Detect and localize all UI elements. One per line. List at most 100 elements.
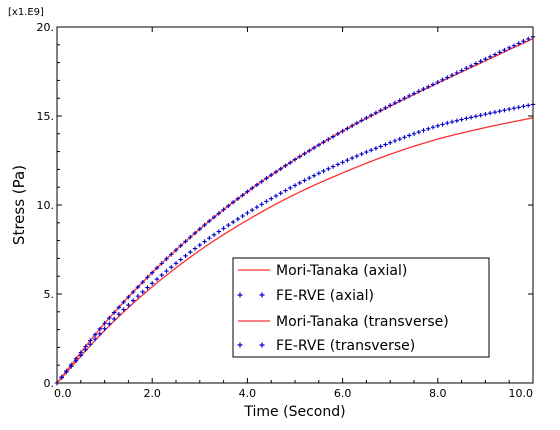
data-point-marker [249, 186, 255, 191]
series-layer [54, 34, 536, 386]
data-point-marker [159, 261, 164, 266]
data-point-marker [307, 175, 312, 181]
data-point-marker [445, 75, 450, 80]
data-point-marker [150, 270, 155, 275]
plot-frame [56, 26, 534, 384]
data-point-marker [416, 129, 421, 135]
data-point-marker [316, 171, 321, 176]
data-point-marker [311, 145, 317, 151]
data-point-marker [373, 110, 379, 115]
data-point-marker [278, 166, 283, 171]
data-point-marker [264, 199, 269, 204]
data-point-marker [335, 162, 341, 167]
data-point-marker [449, 119, 455, 125]
data-point-marker [145, 275, 150, 280]
data-point-marker [516, 105, 521, 110]
data-point-marker [88, 342, 93, 347]
y-tick-label: 5. [44, 288, 55, 301]
data-point-marker [435, 123, 440, 128]
data-point-marker [511, 43, 517, 48]
legend-marker-sample [259, 342, 265, 348]
data-point-marker [459, 117, 464, 122]
data-point-marker [259, 179, 264, 184]
data-point-marker [83, 347, 88, 352]
data-point-marker [497, 50, 502, 55]
data-point-marker [492, 109, 498, 115]
data-point-marker [521, 39, 526, 44]
data-point-marker [402, 95, 407, 101]
data-point-marker [92, 336, 98, 342]
data-point-marker [478, 113, 483, 118]
data-point-marker [435, 79, 440, 85]
data-point-marker [154, 265, 160, 271]
data-point-marker [421, 86, 426, 92]
legend-marker-sample [237, 292, 243, 298]
data-point-marker [326, 166, 331, 172]
data-point-marker [211, 214, 217, 220]
data-point-marker [359, 151, 364, 157]
data-point-marker [326, 137, 331, 142]
data-point-marker [359, 118, 364, 123]
data-point-marker [130, 298, 136, 303]
data-point-marker [164, 256, 169, 262]
data-point-marker [192, 230, 198, 236]
data-point-marker [264, 176, 269, 181]
data-point-marker [411, 91, 417, 96]
data-point-marker [240, 213, 245, 219]
data-point-marker [440, 122, 445, 127]
data-point-marker [126, 302, 131, 308]
axes-layer: 0.0 2.0 4.0 6.0 8.0 10.0 0. 5. 10. 15. 20. [37, 21, 534, 400]
data-point-marker [230, 219, 236, 225]
data-point-marker [345, 157, 350, 163]
data-point-marker [302, 178, 307, 183]
data-point-marker [502, 47, 507, 53]
data-point-marker [445, 120, 450, 126]
data-point-marker [473, 61, 479, 66]
data-point-marker [521, 104, 526, 109]
data-point-marker [221, 226, 226, 231]
x-tick-label: 2.0 [143, 387, 161, 400]
data-point-marker [454, 118, 460, 123]
data-point-marker [507, 45, 512, 51]
data-point-marker [292, 183, 298, 188]
data-point-marker [202, 239, 207, 244]
data-point-marker [178, 243, 183, 248]
data-point-marker [407, 133, 412, 138]
data-point-marker [383, 105, 388, 110]
data-point-marker [349, 155, 355, 161]
data-point-marker [173, 261, 179, 266]
y-axis-multiplier: [x1.E9] [8, 7, 44, 18]
data-point-marker [483, 56, 488, 62]
y-tick-label: 10. [37, 199, 55, 212]
data-point-marker [345, 126, 350, 131]
data-point-marker [159, 272, 164, 278]
data-point-marker [311, 173, 317, 178]
data-point-marker [97, 326, 103, 332]
data-point-marker [330, 164, 336, 169]
data-point-marker [126, 294, 131, 300]
data-point-marker [278, 191, 283, 196]
data-point-marker [283, 163, 288, 168]
x-tick-label: 0.0 [54, 387, 72, 400]
data-point-marker [473, 114, 479, 119]
data-point-marker [383, 142, 388, 147]
data-point-marker [111, 310, 117, 315]
data-point-marker [440, 77, 445, 83]
data-point-marker [102, 321, 107, 326]
data-point-marker [140, 279, 145, 285]
data-point-marker [92, 332, 98, 337]
data-point-marker [368, 147, 374, 153]
data-point-marker [121, 299, 126, 305]
data-point-marker [64, 369, 69, 375]
data-point-marker [454, 70, 460, 76]
data-point-marker [288, 185, 293, 191]
data-point-marker [292, 157, 298, 162]
data-point-marker [364, 149, 369, 155]
data-point-marker [430, 82, 436, 87]
data-point-marker [140, 289, 145, 294]
data-point-marker [487, 110, 493, 116]
data-point-marker [183, 239, 188, 244]
data-point-marker [226, 223, 231, 228]
data-point-marker [216, 229, 222, 234]
data-point-marker [192, 246, 198, 251]
